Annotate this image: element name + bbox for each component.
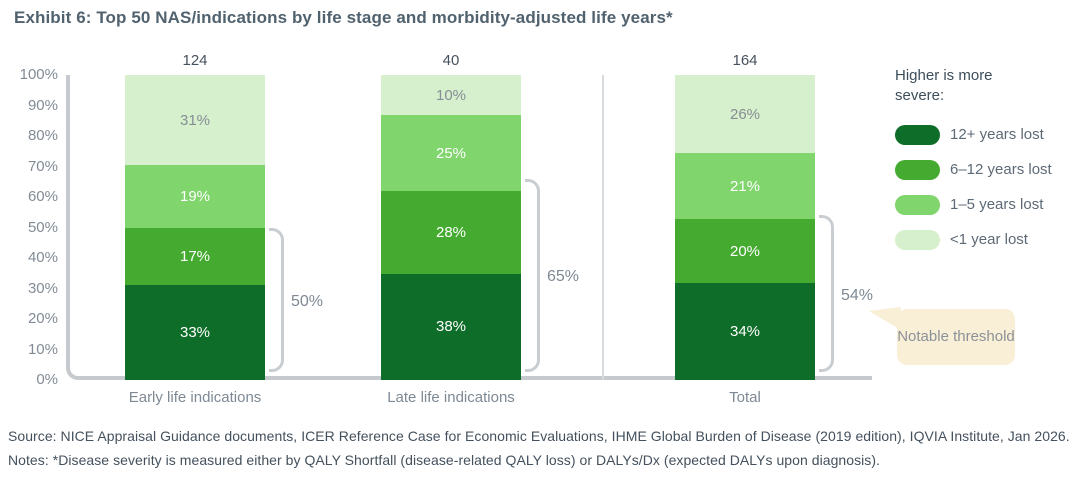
threshold-bracket (819, 215, 834, 372)
legend-swatch (895, 159, 940, 180)
bar-total-label: 124 (182, 52, 208, 69)
bar-segment: 26% (675, 75, 815, 154)
y-axis-tick-label: 80% (27, 127, 58, 144)
stacked-bar: 10% 25% 28% 38% (381, 75, 521, 380)
bar-segment: 38% (381, 273, 521, 380)
threshold-bracket (269, 227, 284, 372)
segment-value-label: 33% (179, 323, 211, 341)
y-axis-tick-label: 10% (27, 340, 58, 358)
threshold-bracket (525, 178, 540, 372)
legend-item: 6–12 years lost (895, 159, 1075, 180)
bar-segment: 25% (381, 115, 521, 192)
chart-title: Exhibit 6: Top 50 NAS/indications by lif… (14, 8, 673, 27)
legend-item: <1 year lost (895, 229, 1075, 250)
bar-segment: 10% (381, 75, 521, 116)
bracket-percent-label: 65% (547, 268, 580, 286)
bracket-percent-label: 54% (841, 286, 874, 304)
category-label: Total (729, 389, 761, 406)
y-axis-tick-label: 60% (27, 188, 58, 205)
y-axis-tick-label: 90% (27, 96, 58, 114)
legend-item-label: 6–12 years lost (950, 161, 1052, 178)
legend-swatch (895, 229, 940, 250)
source-line: Source: NICE Appraisal Guidance document… (8, 428, 1070, 444)
callout-text: Notable threshold (897, 327, 1015, 345)
segment-value-label: 31% (179, 111, 211, 129)
bar-segment: 31% (125, 75, 265, 166)
y-axis-tick-label: 100% (19, 66, 58, 83)
category-label: Early life indications (128, 389, 262, 406)
callout-tail (869, 307, 901, 329)
legend-item-label: 12+ years lost (950, 126, 1044, 143)
legend-item: 1–5 years lost (895, 194, 1075, 215)
segment-value-label: 17% (179, 247, 211, 265)
y-axis-tick-label: 30% (27, 279, 58, 297)
bar-segment: 21% (675, 153, 815, 220)
y-axis-tick-label: 50% (27, 218, 58, 236)
segment-value-label: 38% (435, 318, 467, 336)
notes-line: Notes: *Disease severity is measured eit… (8, 452, 880, 468)
segment-value-label: 19% (179, 187, 211, 205)
bar-segment: 33% (125, 284, 265, 380)
legend-items: 12+ years lost 6–12 years lost 1–5 years l… (895, 124, 1075, 250)
bracket-percent-label: 50% (291, 292, 324, 310)
segment-value-label: 10% (435, 86, 467, 104)
legend-item: 12+ years lost (895, 124, 1075, 145)
segment-value-label: 20% (729, 242, 761, 260)
legend: Higher is more severe: 12+ years lost 6–1… (895, 66, 1075, 265)
segment-value-label: 28% (435, 223, 467, 241)
segment-value-label: 21% (729, 177, 761, 195)
bar-segment: 20% (675, 219, 815, 284)
bar-total-label: 164 (732, 52, 758, 69)
legend-swatch (895, 194, 940, 215)
y-axis-tick-label: 20% (27, 310, 58, 327)
segment-value-label: 34% (729, 323, 761, 341)
category-label: Late life indications (387, 389, 515, 406)
legend-title: Higher is more severe: (895, 67, 993, 105)
bar-segment: 28% (381, 191, 521, 274)
bar-total-label: 40 (442, 52, 460, 69)
y-axis-tick-label: 40% (27, 249, 58, 266)
segment-value-label: 26% (729, 105, 761, 123)
y-axis-tick-label: 70% (27, 157, 58, 175)
bar-segment: 17% (125, 227, 265, 285)
legend-item-label: <1 year lost (950, 231, 1028, 248)
bar-segment: 19% (125, 165, 265, 228)
stacked-bar: 31% 19% 17% 33% (125, 75, 265, 380)
group-divider-line (602, 75, 604, 380)
notable-threshold-callout: Notable threshold (869, 307, 1015, 365)
stacked-bar: 26% 21% 20% 34% (675, 75, 815, 381)
segment-value-label: 25% (435, 144, 467, 162)
legend-swatch (895, 124, 940, 145)
bar-segment: 34% (675, 283, 815, 381)
y-axis-tick-label: 0% (36, 371, 58, 388)
legend-item-label: 1–5 years lost (950, 196, 1044, 213)
